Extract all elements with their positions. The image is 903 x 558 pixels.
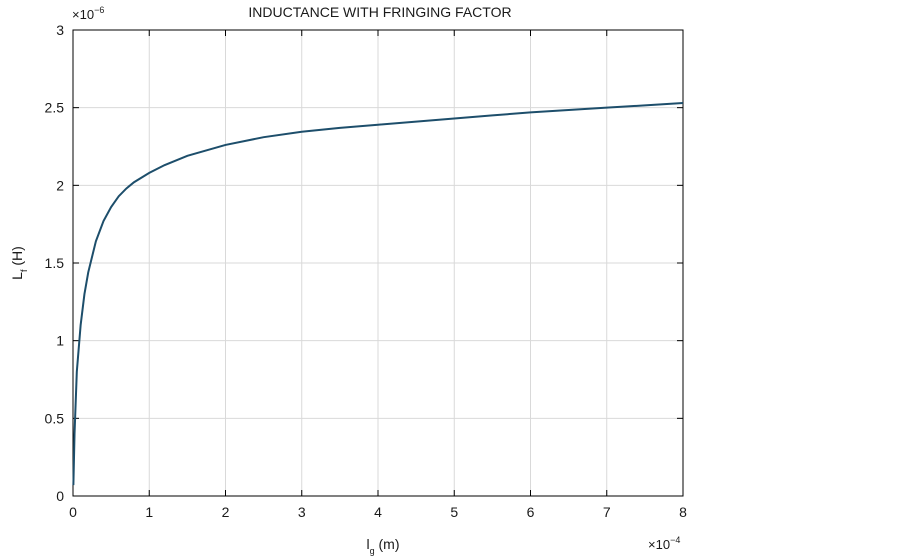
x-tick-label: 5 xyxy=(450,504,458,520)
y-tick-label: 2 xyxy=(56,177,64,193)
y-tick-label: 0.5 xyxy=(45,410,65,426)
chart-title: INDUCTANCE WITH FRINGING FACTOR xyxy=(248,4,511,20)
x-exponent: −4 xyxy=(670,535,680,545)
y-tick-label: 1 xyxy=(56,333,64,349)
x-tick-label: 7 xyxy=(603,504,611,520)
x-multiplier: ×10−4 xyxy=(648,535,680,552)
ticks: 0 1 2 3 4 5 6 7 8 0 0.5 1 1.5 2 2.5 3 xyxy=(45,22,688,520)
x-tick-label: 2 xyxy=(222,504,230,520)
x-tick-label: 6 xyxy=(527,504,535,520)
x-tick-label: 1 xyxy=(145,504,153,520)
y-exponent: −6 xyxy=(94,5,104,15)
x-tick-label: 3 xyxy=(298,504,306,520)
grid xyxy=(72,29,684,497)
x-tick-label: 8 xyxy=(679,504,687,520)
x-tick-label: 0 xyxy=(69,504,77,520)
y-multiplier: ×10−6 xyxy=(72,5,104,22)
x-tick-label: 4 xyxy=(374,504,382,520)
y-tick-label: 3 xyxy=(56,22,64,38)
x-axis-label: lg (m) xyxy=(366,536,399,556)
y-axis-label: Lf (H) xyxy=(9,246,29,280)
y-tick-label: 2.5 xyxy=(45,100,65,116)
series-line xyxy=(72,102,684,486)
y-tick-label: 1.5 xyxy=(45,255,65,271)
y-tick-label: 0 xyxy=(56,488,64,504)
